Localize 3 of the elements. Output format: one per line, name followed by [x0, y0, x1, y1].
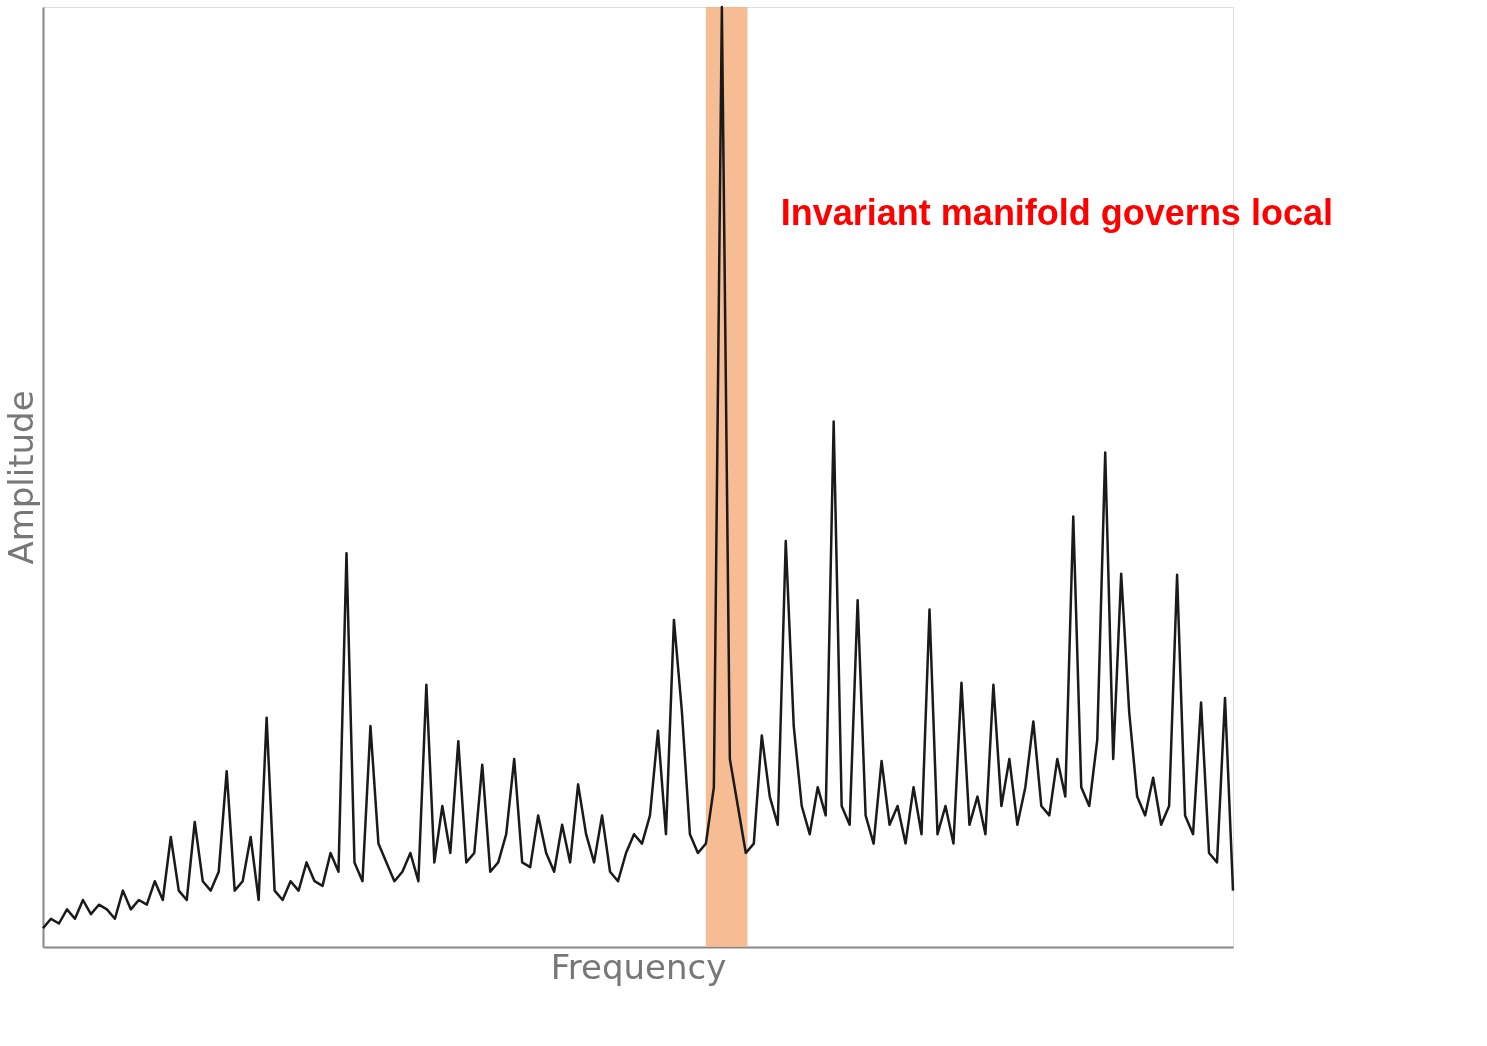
x-axis-title: Frequency: [550, 946, 727, 987]
y-axis-title: Amplitude: [0, 390, 41, 565]
annotation: Invariant manifold governs local: [780, 191, 1333, 233]
